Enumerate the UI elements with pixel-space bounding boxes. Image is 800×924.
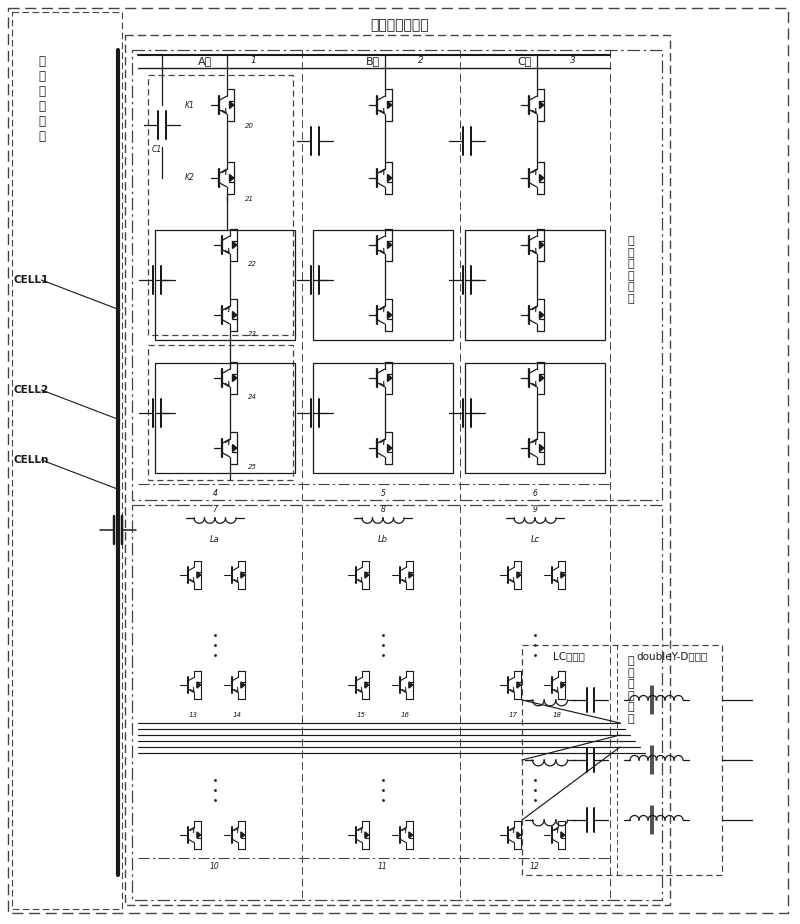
Bar (522, 645, 722, 875)
Text: 7: 7 (213, 505, 218, 515)
Text: La: La (210, 535, 220, 544)
Polygon shape (409, 682, 413, 688)
Text: 8: 8 (381, 505, 386, 515)
Polygon shape (241, 572, 245, 578)
Text: LC滤波器: LC滤波器 (553, 651, 585, 661)
Polygon shape (539, 444, 544, 452)
Text: 波
形
导
向
部
分: 波 形 导 向 部 分 (627, 656, 634, 724)
Text: 15: 15 (357, 712, 366, 718)
Polygon shape (365, 832, 369, 838)
Polygon shape (233, 444, 237, 452)
Polygon shape (197, 682, 201, 688)
Text: 12: 12 (530, 862, 540, 871)
Polygon shape (233, 241, 237, 249)
Text: 24: 24 (248, 394, 257, 400)
Bar (148, 75, 293, 335)
Polygon shape (561, 832, 565, 838)
Text: 25: 25 (248, 464, 257, 470)
Text: 4: 4 (213, 489, 218, 497)
Polygon shape (409, 832, 413, 838)
Polygon shape (539, 102, 544, 108)
Polygon shape (539, 175, 544, 181)
Bar (155, 363, 295, 473)
Text: CELL1: CELL1 (14, 275, 50, 285)
Text: 6: 6 (533, 489, 538, 497)
Polygon shape (233, 311, 237, 319)
Text: 2: 2 (418, 56, 424, 65)
Text: 20: 20 (245, 123, 254, 129)
Text: 17: 17 (509, 712, 518, 718)
Bar (465, 363, 605, 473)
Text: doubleY-D变压器: doubleY-D变压器 (637, 651, 707, 661)
Bar (148, 345, 293, 480)
Text: B相: B相 (366, 56, 380, 66)
Polygon shape (233, 374, 237, 382)
Text: K2: K2 (185, 174, 195, 183)
Text: 10: 10 (210, 862, 220, 871)
Bar (132, 505, 662, 900)
Polygon shape (197, 572, 201, 578)
Polygon shape (241, 682, 245, 688)
Polygon shape (409, 572, 413, 578)
Text: 21: 21 (245, 196, 254, 202)
Text: 22: 22 (248, 261, 257, 267)
Bar (465, 230, 605, 340)
Text: 16: 16 (401, 712, 410, 718)
Text: 11: 11 (378, 862, 388, 871)
Polygon shape (517, 682, 521, 688)
Polygon shape (517, 572, 521, 578)
Polygon shape (197, 832, 201, 838)
Text: 共
用
直
流
母
线: 共 用 直 流 母 线 (38, 55, 46, 143)
Polygon shape (539, 241, 544, 249)
Text: CELLn: CELLn (14, 455, 50, 465)
Polygon shape (517, 832, 521, 838)
Polygon shape (387, 102, 392, 108)
Polygon shape (539, 374, 544, 382)
Polygon shape (387, 444, 392, 452)
Text: CELL2: CELL2 (14, 385, 50, 395)
Polygon shape (561, 682, 565, 688)
Text: K1: K1 (185, 101, 195, 110)
Polygon shape (365, 682, 369, 688)
Bar (313, 363, 453, 473)
Text: C1: C1 (152, 145, 162, 154)
Bar (155, 230, 295, 340)
Text: 14: 14 (233, 712, 242, 718)
Text: 1: 1 (250, 56, 256, 65)
Text: 13: 13 (189, 712, 198, 718)
Text: Lc: Lc (530, 535, 540, 544)
Text: 3: 3 (570, 56, 576, 65)
Text: 18: 18 (553, 712, 562, 718)
Polygon shape (387, 241, 392, 249)
Polygon shape (365, 572, 369, 578)
Bar (125, 35, 670, 905)
Text: 5: 5 (381, 489, 386, 497)
Bar (313, 230, 453, 340)
Polygon shape (387, 175, 392, 181)
Text: A相: A相 (198, 56, 212, 66)
Polygon shape (561, 572, 565, 578)
Text: 23: 23 (248, 331, 257, 337)
Polygon shape (230, 102, 234, 108)
Text: 9: 9 (533, 505, 538, 515)
Polygon shape (241, 832, 245, 838)
Polygon shape (387, 374, 392, 382)
Polygon shape (230, 175, 234, 181)
Text: 新型三相桥电路: 新型三相桥电路 (370, 18, 430, 32)
Polygon shape (539, 311, 544, 319)
Polygon shape (387, 311, 392, 319)
Bar (12, 12, 122, 909)
Text: Lb: Lb (378, 535, 388, 544)
Bar (132, 50, 662, 500)
Text: C相: C相 (518, 56, 532, 66)
Text: 波
形
产
生
部
分: 波 形 产 生 部 分 (627, 236, 634, 304)
